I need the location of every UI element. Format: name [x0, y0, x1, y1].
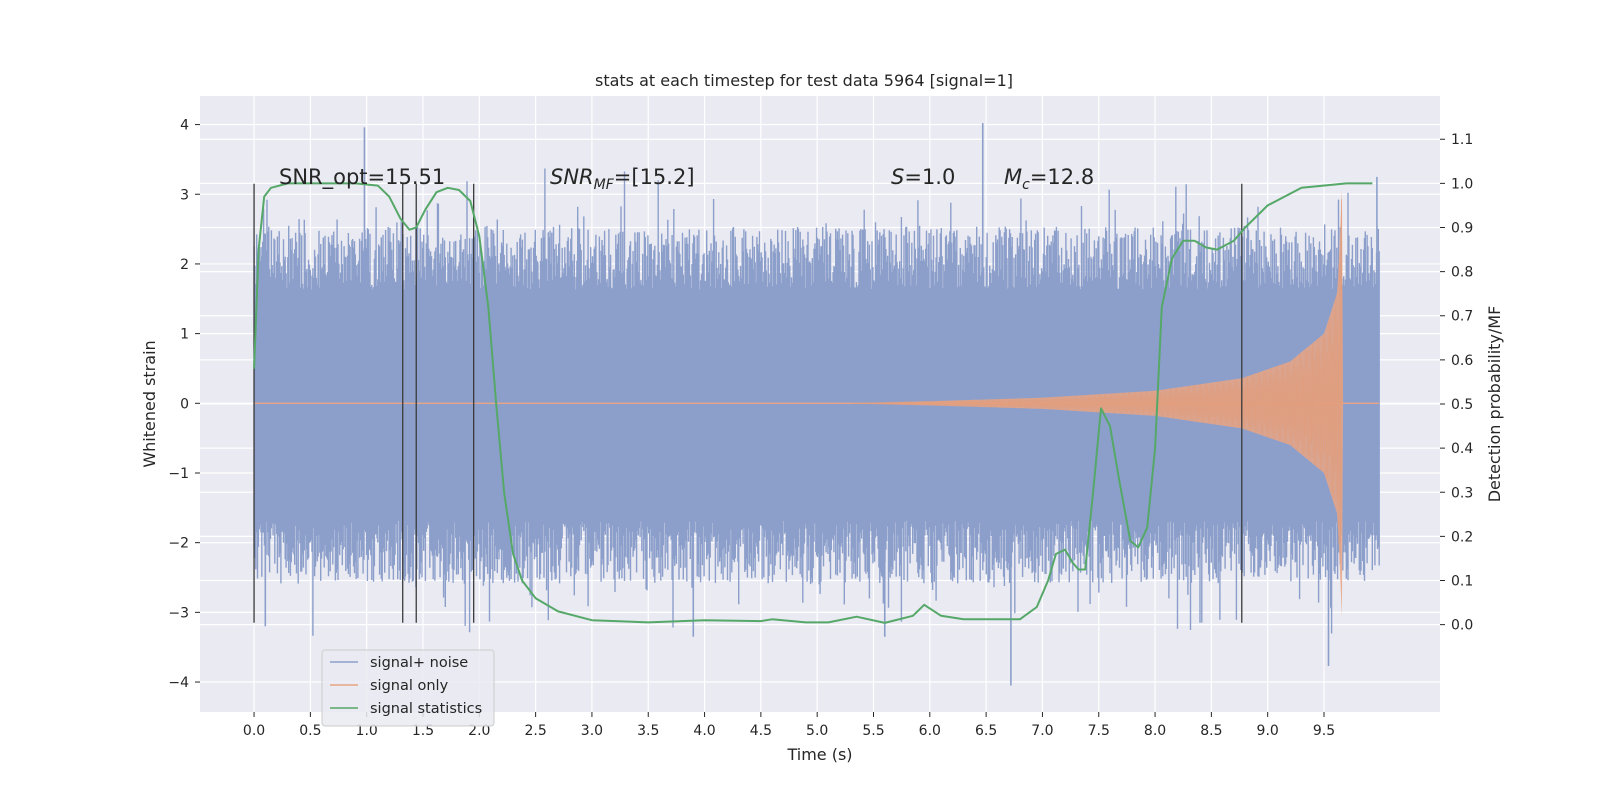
annotation-s-value: =1.0	[904, 165, 955, 189]
y-tick-label: 3	[180, 187, 189, 203]
y2-tick-label: 0.5	[1451, 397, 1473, 413]
annotation-snr-mf: SNRMF=[15.2]	[550, 165, 695, 193]
annotation-s: S=1.0	[891, 165, 955, 189]
x-tick-label: 4.0	[693, 723, 715, 739]
x-tick-label: 3.0	[581, 723, 603, 739]
y2-axis-ticks: 1.1 1.0 0.9 0.8 0.7 0.6 0.5 0.4 0.3 0.2 0.1 0.0	[1440, 132, 1473, 634]
y2-tick-label: 0.0	[1451, 618, 1473, 634]
y-tick-label: −1	[168, 466, 189, 482]
y2-tick-label: 0.8	[1451, 265, 1473, 281]
x-tick-label: 0.0	[243, 723, 265, 739]
x-tick-label: 8.0	[1144, 723, 1166, 739]
x-tick-label: 4.5	[750, 723, 772, 739]
x-tick-label: 5.5	[862, 723, 884, 739]
annotation-mc-main: M	[1004, 165, 1022, 189]
annotation-mc-sub: c	[1022, 177, 1030, 193]
x-tick-label: 5.0	[806, 723, 828, 739]
annotation-snr-mf-value: =[15.2]	[614, 165, 695, 189]
signal-chirp-oscillation	[851, 199, 1344, 544]
legend: signal+ noise signal only signal statist…	[321, 649, 495, 727]
chart-title: stats at each timestep for test data 596…	[595, 71, 1013, 90]
x-tick-label: 2.0	[468, 723, 490, 739]
y2-tick-label: 0.1	[1451, 574, 1473, 590]
y-tick-label: 1	[180, 327, 189, 343]
signal-statistics-line	[253, 182, 1373, 624]
x-tick-label: 9.0	[1257, 723, 1279, 739]
y-tick-label: 4	[180, 118, 189, 134]
x-tick-label: 1.0	[356, 723, 378, 739]
y-tick-label: −2	[168, 536, 189, 552]
annotation-mc: Mc=12.8	[1004, 165, 1094, 193]
x-tick-label: 1.5	[412, 723, 434, 739]
x-tick-label: 7.0	[1031, 723, 1053, 739]
y2-tick-label: 1.0	[1451, 176, 1473, 192]
annotation-snr-opt: SNR_opt=15.51	[279, 165, 445, 190]
y-axis-label: Whitened strain	[140, 340, 159, 467]
y2-tick-label: 1.1	[1451, 132, 1473, 148]
legend-label-noise: signal+ noise	[370, 655, 468, 671]
y2-tick-label: 0.3	[1451, 485, 1473, 501]
legend-box	[321, 649, 495, 727]
annotation-snr-mf-main: SNR	[550, 165, 594, 189]
x-tick-label: 6.0	[919, 723, 941, 739]
x-tick-label: 9.5	[1313, 723, 1335, 739]
plot-content	[253, 123, 1380, 686]
y2-tick-label: 0.4	[1451, 441, 1473, 457]
x-tick-label: 8.5	[1200, 723, 1222, 739]
x-tick-label: 6.5	[975, 723, 997, 739]
x-tick-label: 2.5	[524, 723, 546, 739]
y2-axis-label: Detection probability/MF	[1485, 306, 1504, 503]
y2-tick-label: 0.7	[1451, 309, 1473, 325]
legend-label-signal: signal only	[370, 678, 449, 694]
y-tick-label: 2	[180, 257, 189, 273]
annotation-snr-mf-sub: MF	[594, 177, 615, 193]
x-tick-label: 7.5	[1088, 723, 1110, 739]
x-axis-label: Time (s)	[786, 745, 852, 764]
annotations: SNR_opt=15.51 SNRMF=[15.2] S=1.0 Mc=12.8	[279, 165, 1094, 193]
legend-label-stats: signal statistics	[370, 701, 482, 717]
annotation-s-main: S	[891, 165, 904, 189]
x-axis-ticks: 0.0 0.5 1.0 1.5 2.0 2.5 3.0 3.5 4.0 4.5 5.0 5.5 6.0 6…	[243, 712, 1335, 739]
y-tick-label: 0	[180, 396, 189, 412]
y2-tick-label: 0.9	[1451, 220, 1473, 236]
y-tick-label: −3	[168, 605, 189, 621]
annotation-mc-value: =12.8	[1030, 165, 1094, 189]
y2-tick-label: 0.6	[1451, 353, 1473, 369]
y-axis-ticks: 4 3 2 1 0 −1 −2 −3 −4	[168, 118, 200, 691]
y-tick-label: −4	[168, 675, 189, 691]
y2-tick-label: 0.2	[1451, 529, 1473, 545]
x-tick-label: 0.5	[299, 723, 321, 739]
x-tick-label: 3.5	[637, 723, 659, 739]
